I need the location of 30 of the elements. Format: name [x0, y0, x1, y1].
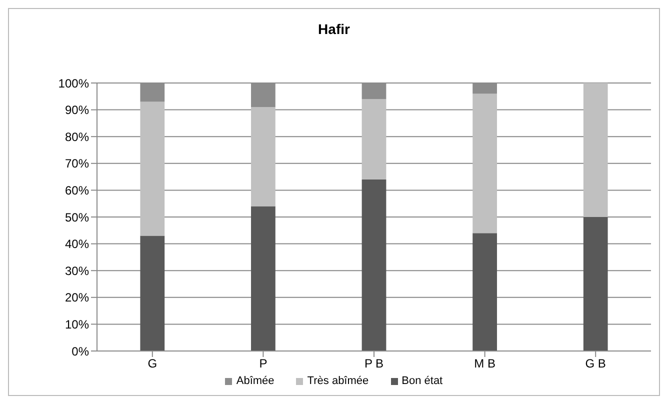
chart-title: Hafir	[317, 20, 351, 39]
y-tick-label: 80%	[64, 130, 90, 144]
y-tick-label: 50%	[64, 210, 90, 224]
bar	[583, 83, 608, 217]
bar	[140, 236, 165, 351]
bar	[251, 206, 276, 351]
x-tick-label: P B	[364, 356, 384, 371]
y-tick-label: 20%	[64, 290, 90, 305]
legend-label: Abîmée	[235, 375, 274, 387]
x-tick-label: M B	[474, 356, 496, 371]
legend-label: Bon état	[400, 375, 443, 387]
y-tick-label: 70%	[64, 156, 90, 171]
bar	[140, 102, 165, 236]
bar	[362, 179, 386, 351]
y-tick-label: 90%	[64, 103, 90, 118]
x-tick-label: G B	[585, 356, 606, 371]
y-tick-label: 30%	[64, 264, 90, 278]
y-tick-label: 60%	[64, 183, 90, 198]
bar	[362, 99, 386, 180]
y-tick-label: 0%	[72, 344, 90, 358]
bar	[472, 233, 497, 351]
bar	[583, 217, 608, 351]
x-tick-label: P	[259, 356, 268, 371]
y-tick-label: 100%	[58, 76, 90, 90]
bar	[251, 107, 276, 206]
y-tick-label: 10%	[64, 317, 90, 332]
bar	[472, 94, 497, 234]
legend-label: Très abîmée	[306, 375, 369, 387]
y-tick-label: 40%	[64, 237, 90, 252]
x-tick-label: G	[148, 356, 158, 371]
